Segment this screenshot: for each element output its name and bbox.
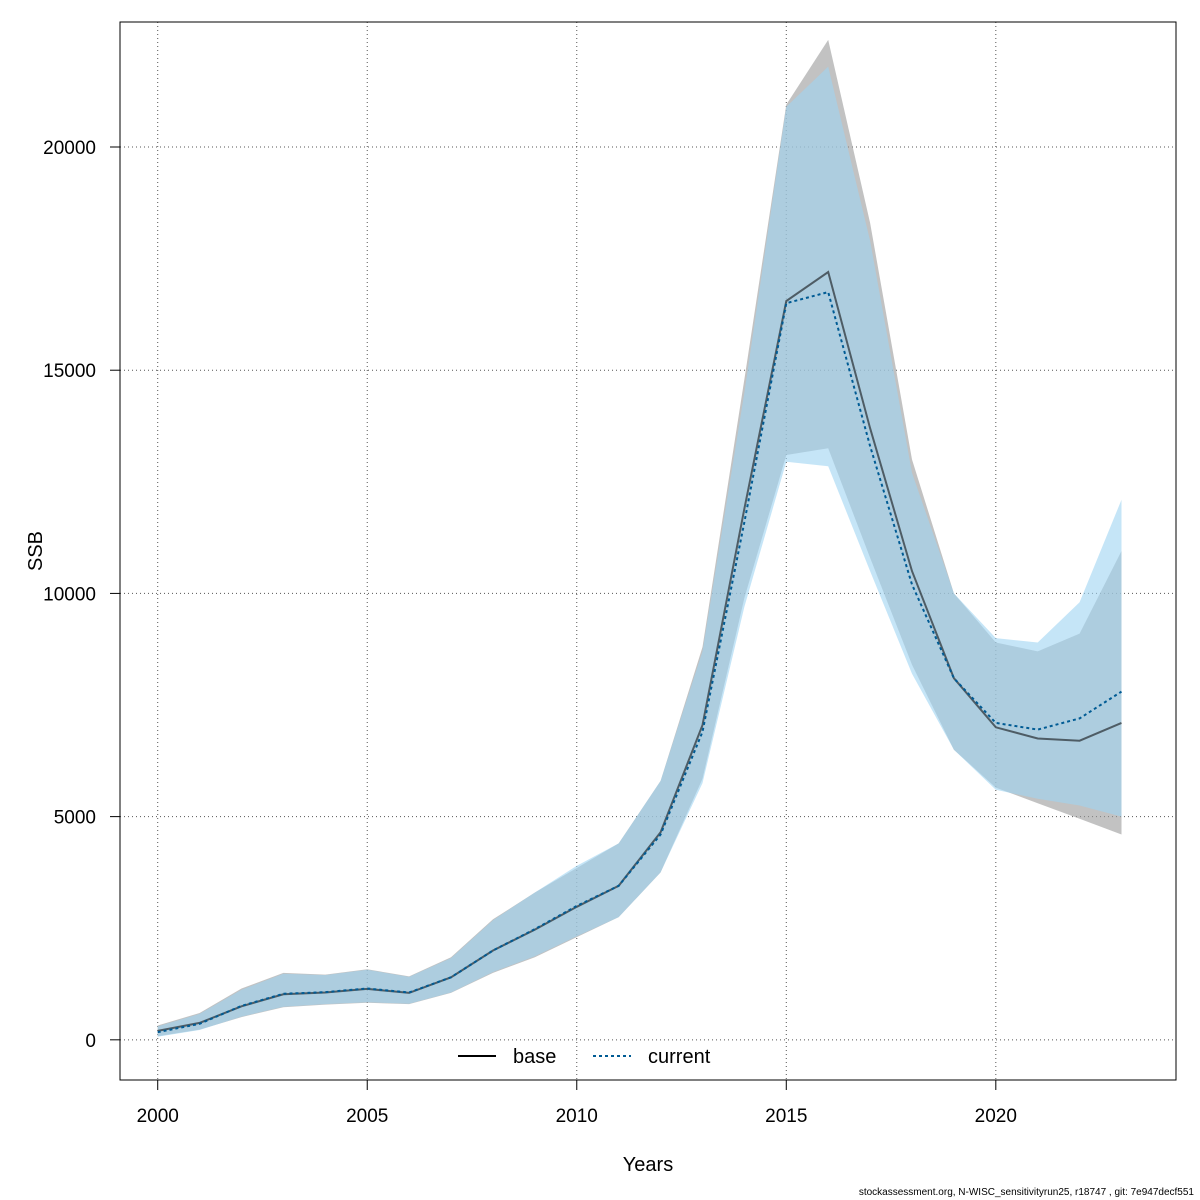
x-tick-label: 2005 — [346, 1106, 388, 1127]
grid-layer — [120, 22, 1176, 1080]
y-tick-label: 5000 — [54, 808, 96, 829]
y-tick-label: 0 — [85, 1031, 96, 1052]
x-axis-title: Years — [623, 1154, 673, 1176]
footer-credit: stockassessment.org, N-WISC_sensitivityr… — [858, 1187, 1194, 1198]
y-tick-label: 20000 — [43, 138, 96, 159]
legend-label-current: current — [648, 1046, 711, 1068]
series-line-current — [157, 290, 1123, 1034]
x-tick-label: 2010 — [556, 1106, 598, 1127]
x-tick-label: 2000 — [137, 1106, 179, 1127]
axes: 2000 2005 2010 2015 2020 0 5000 10000 15000 20000 — [43, 138, 1017, 1127]
y-tick-label: 10000 — [43, 584, 96, 605]
confidence-band-current — [157, 66, 1122, 1037]
series-lines — [157, 270, 1123, 1034]
x-tick-label: 2020 — [975, 1106, 1017, 1127]
confidence-band-base — [157, 39, 1122, 1037]
y-tick-label: 15000 — [43, 361, 96, 382]
x-tick-label: 2015 — [765, 1106, 807, 1127]
y-axis-title: SSB — [25, 531, 47, 571]
confidence-bands — [157, 39, 1122, 1037]
legend-label-base: base — [513, 1046, 556, 1068]
plot-frame — [119, 21, 1177, 1081]
legend: base current — [458, 1046, 711, 1068]
